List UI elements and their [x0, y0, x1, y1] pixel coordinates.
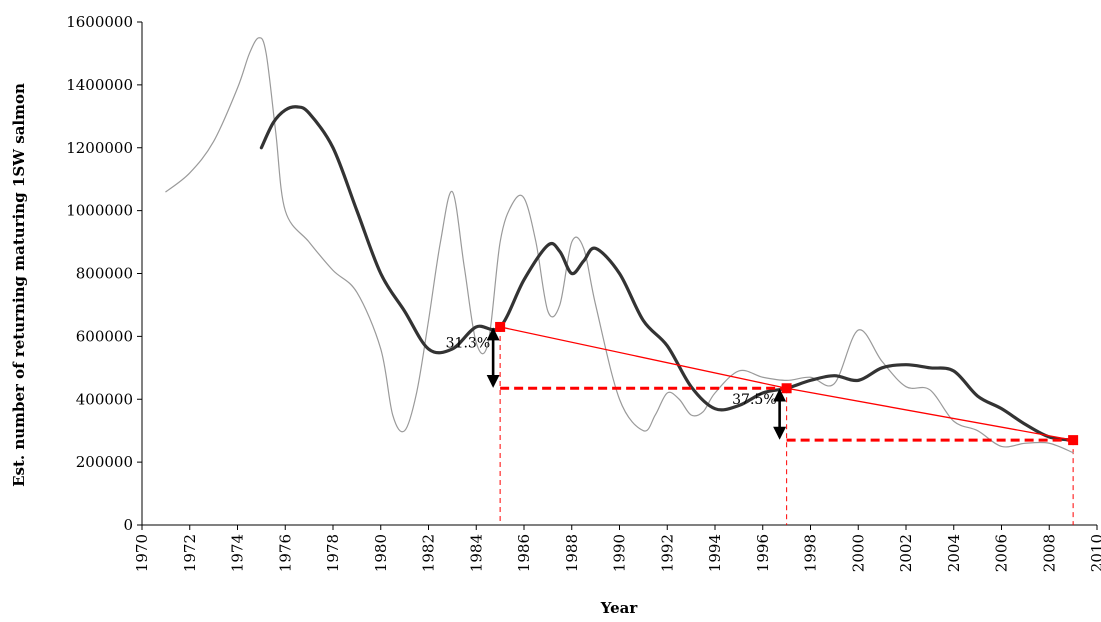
x-tick-label: 1990	[611, 534, 629, 572]
x-tick-label: 2008	[1040, 534, 1058, 572]
annotation-group: 31.3% 37.5%	[446, 327, 787, 440]
y-axis-title: Est. number of returning maturing 1SW sa…	[10, 83, 28, 487]
trend-point-marker	[1068, 435, 1079, 446]
x-tick-label: 2002	[897, 534, 915, 572]
trend-point-marker	[781, 383, 792, 394]
series-line-raw	[165, 37, 1074, 454]
y-tick-label: 1400000	[66, 76, 133, 94]
x-tick-label: 1996	[754, 534, 772, 572]
x-ticks: 1970 1972 1974 1976 1978 1980 1982 1984 1986 1988…	[133, 525, 1101, 572]
x-tick-label: 2010	[1088, 534, 1101, 572]
x-tick-label: 2000	[849, 534, 867, 572]
y-tick-label: 600000	[76, 327, 133, 345]
series-line-smoothed	[259, 105, 1075, 442]
trend-group	[495, 321, 1079, 446]
change-percent-label: 31.3%	[446, 336, 490, 352]
y-ticks: 0 200000 400000 600000 800000 1000000 1200000 1…	[66, 13, 142, 534]
x-axis-title: Year	[600, 599, 639, 617]
change-percent-label: 37.5%	[732, 392, 776, 408]
x-tick-label: 1974	[229, 534, 247, 572]
trend-line-segment	[786, 387, 1074, 441]
x-tick-label: 1998	[802, 534, 820, 572]
x-tick-label: 1972	[181, 534, 199, 572]
x-tick-label: 1982	[420, 534, 438, 572]
x-tick-label: 1994	[706, 534, 724, 572]
y-tick-label: 1200000	[66, 139, 133, 157]
y-tick-label: 1000000	[66, 202, 133, 220]
dashed-markers	[499, 326, 1074, 525]
trend-point-marker	[495, 321, 506, 332]
x-tick-label: 2004	[945, 534, 963, 572]
x-tick-label: 1992	[658, 534, 676, 572]
y-tick-label: 800000	[76, 265, 133, 283]
y-tick-label: 200000	[76, 453, 133, 471]
x-tick-label: 2006	[993, 534, 1011, 572]
x-tick-label: 1978	[324, 534, 342, 572]
y-tick-label: 1600000	[66, 13, 133, 31]
x-tick-label: 1976	[276, 534, 294, 572]
y-tick-label: 400000	[76, 390, 133, 408]
x-tick-label: 1980	[372, 534, 390, 572]
trend-line-segment	[499, 326, 787, 389]
y-tick-label: 0	[123, 516, 133, 534]
x-tick-label: 1988	[563, 534, 581, 572]
series-group	[165, 37, 1075, 454]
x-tick-label: 1984	[467, 534, 485, 572]
x-tick-label: 1986	[515, 534, 533, 572]
x-tick-label: 1970	[133, 534, 151, 572]
